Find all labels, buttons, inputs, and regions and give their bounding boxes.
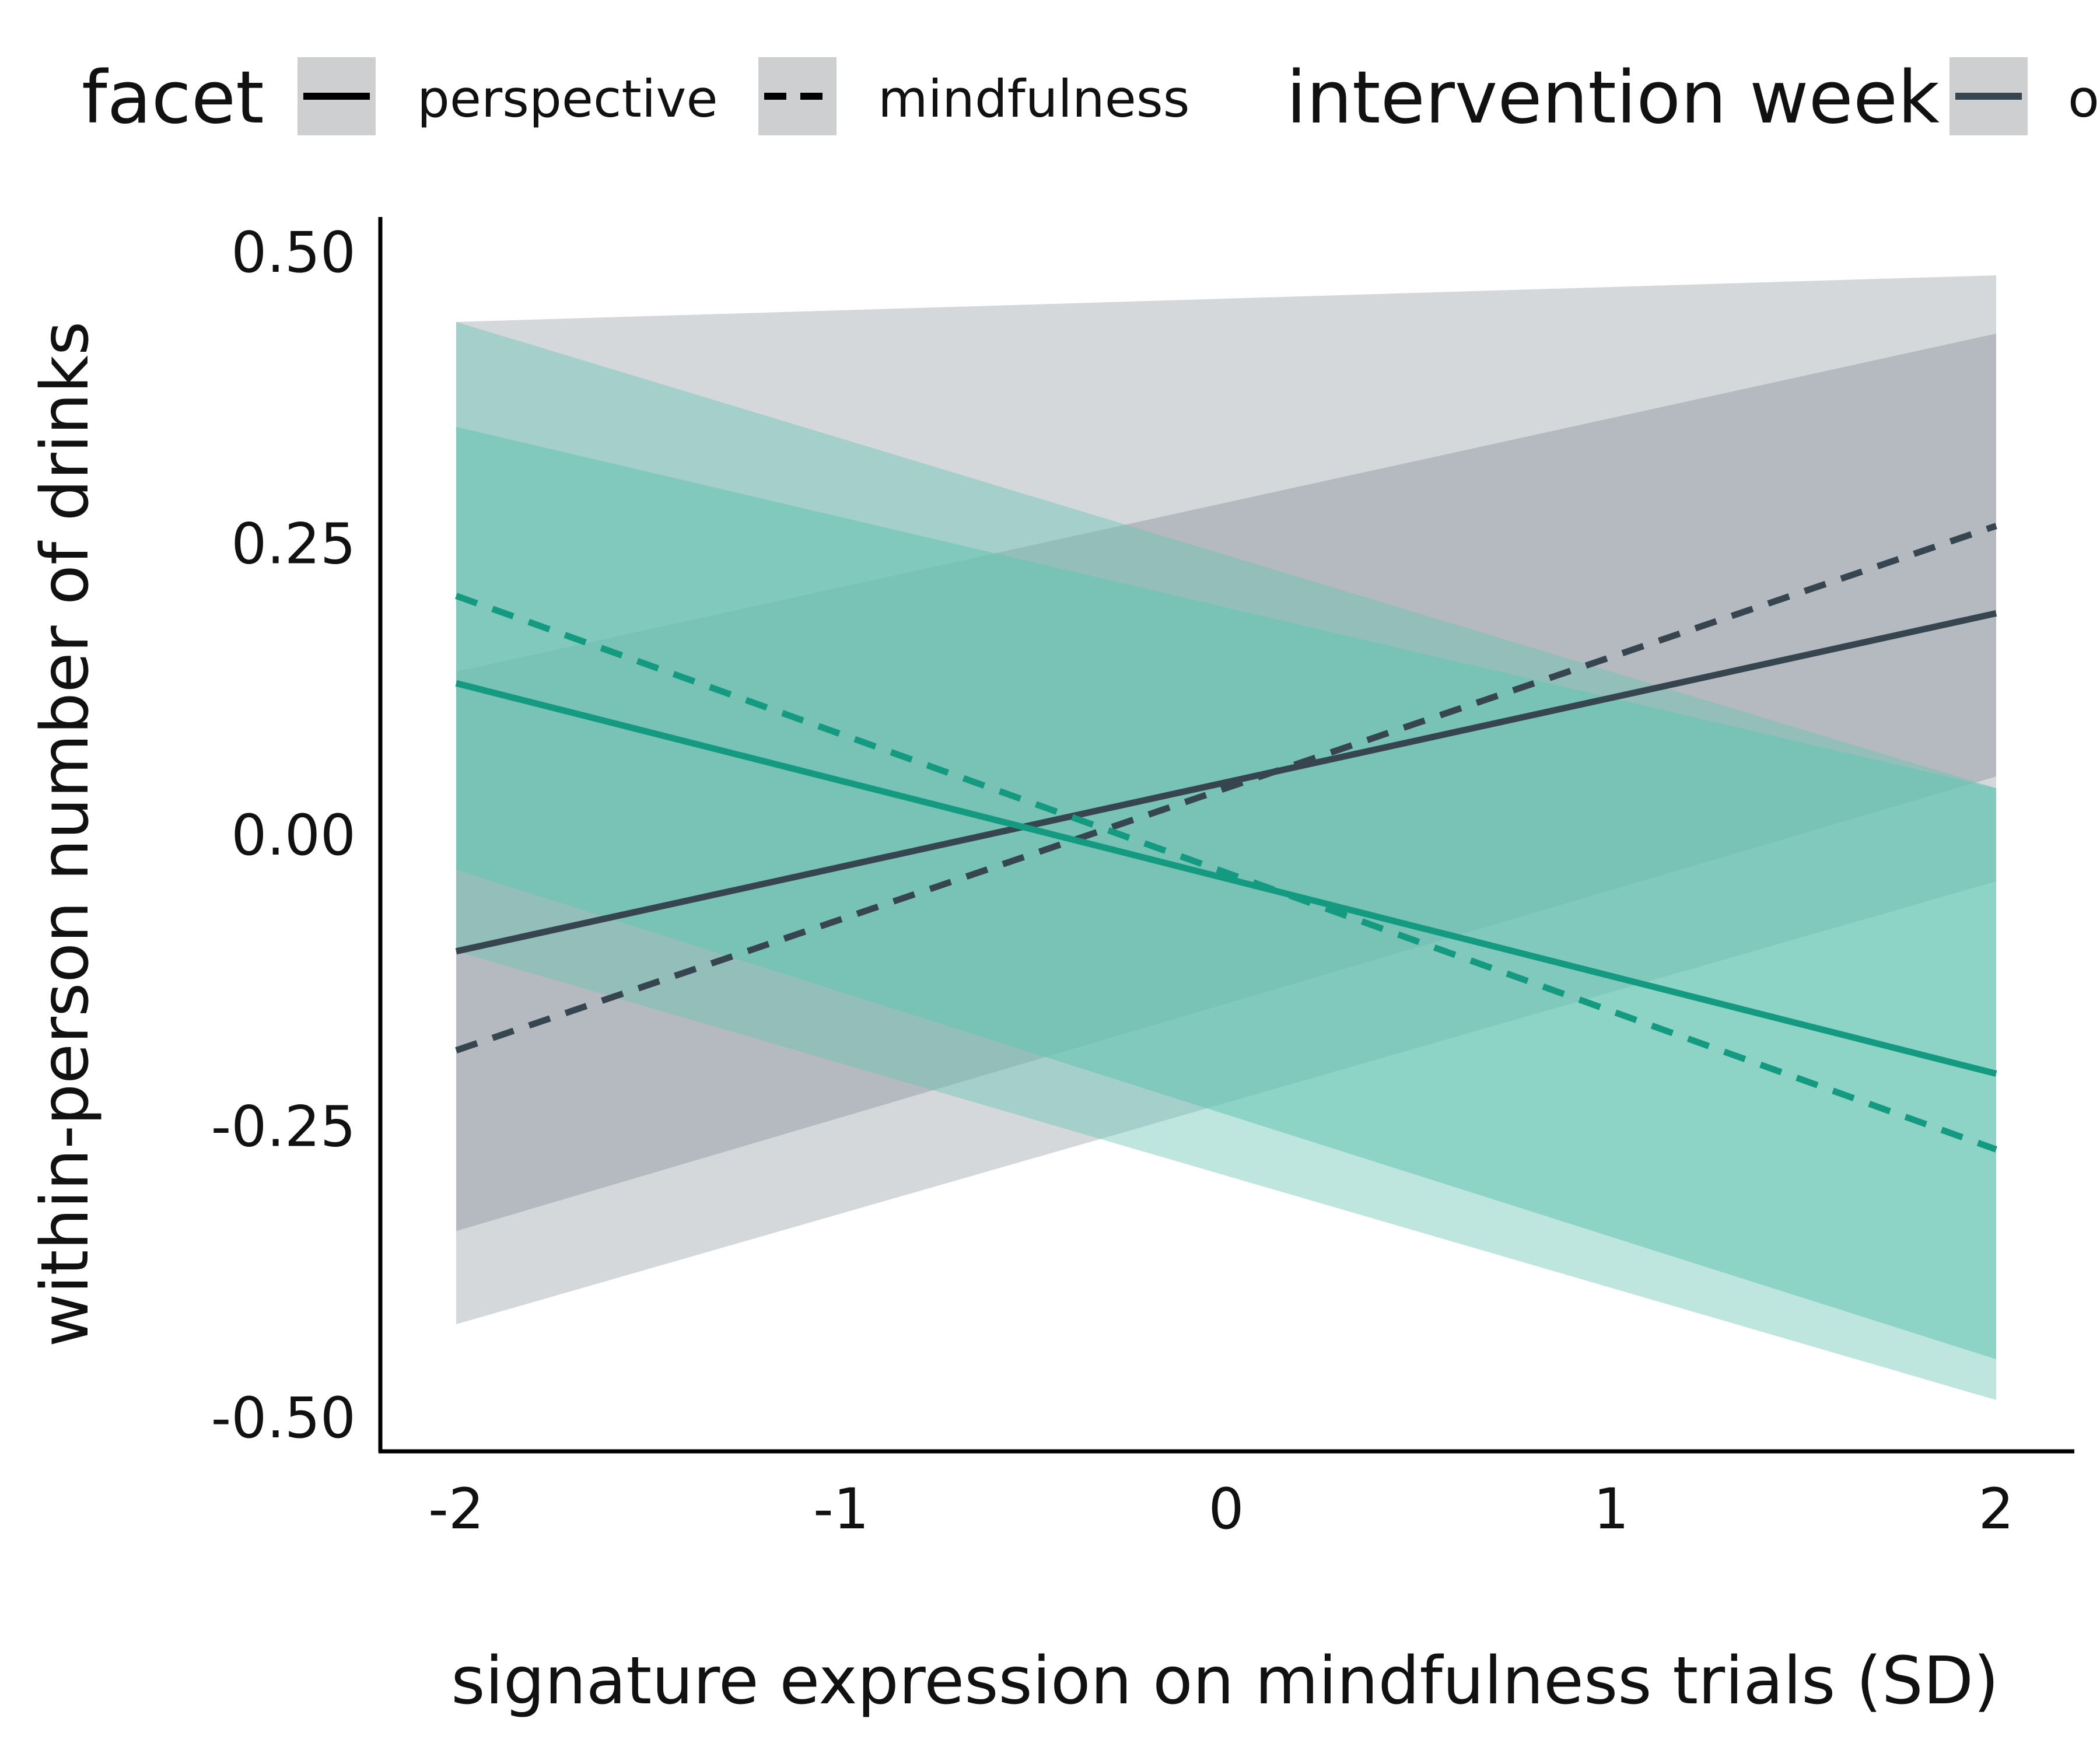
legend-label-week: o xyxy=(2068,69,2099,129)
y-tick-label: 0.25 xyxy=(231,512,356,577)
line-slate-mindfulness xyxy=(455,523,1997,1054)
x-tick-label: 2 xyxy=(1978,1476,2014,1542)
y-tick-label: -0.50 xyxy=(211,1385,356,1451)
series-lines xyxy=(455,523,1997,1153)
x-tick-label: 1 xyxy=(1593,1476,1629,1542)
confidence-bands xyxy=(456,275,1996,1401)
x-axis-title: signature expression on mindfulness tria… xyxy=(451,1643,1999,1719)
legend-label-mindfulness: mindfulness xyxy=(878,69,1190,129)
x-tick-label: -1 xyxy=(813,1476,869,1542)
y-tick-label: -0.25 xyxy=(211,1094,356,1160)
y-tick-label: 0.00 xyxy=(231,803,356,868)
line-teal-mindfulness xyxy=(455,593,1997,1153)
legend: facet perspective mindfulness interventi… xyxy=(82,56,2099,140)
y-tick-label: 0.50 xyxy=(231,220,356,285)
y-tick-labels: 0.50 0.25 0.00 -0.25 -0.50 xyxy=(211,220,356,1451)
legend-facet-title: facet xyxy=(82,56,264,140)
x-tick-label: 0 xyxy=(1208,1476,1244,1542)
legend-label-perspective: perspective xyxy=(417,69,718,129)
y-axis-title: within-person number of drinks xyxy=(27,321,103,1347)
x-tick-labels: -2 -1 0 1 2 xyxy=(428,1476,2014,1542)
line-slate-perspective xyxy=(455,610,1997,955)
x-tick-label: -2 xyxy=(428,1476,484,1542)
band-teal-inner xyxy=(456,426,1996,1360)
legend-week-title: intervention week xyxy=(1286,56,1940,140)
line-teal-perspective xyxy=(455,680,1997,1077)
